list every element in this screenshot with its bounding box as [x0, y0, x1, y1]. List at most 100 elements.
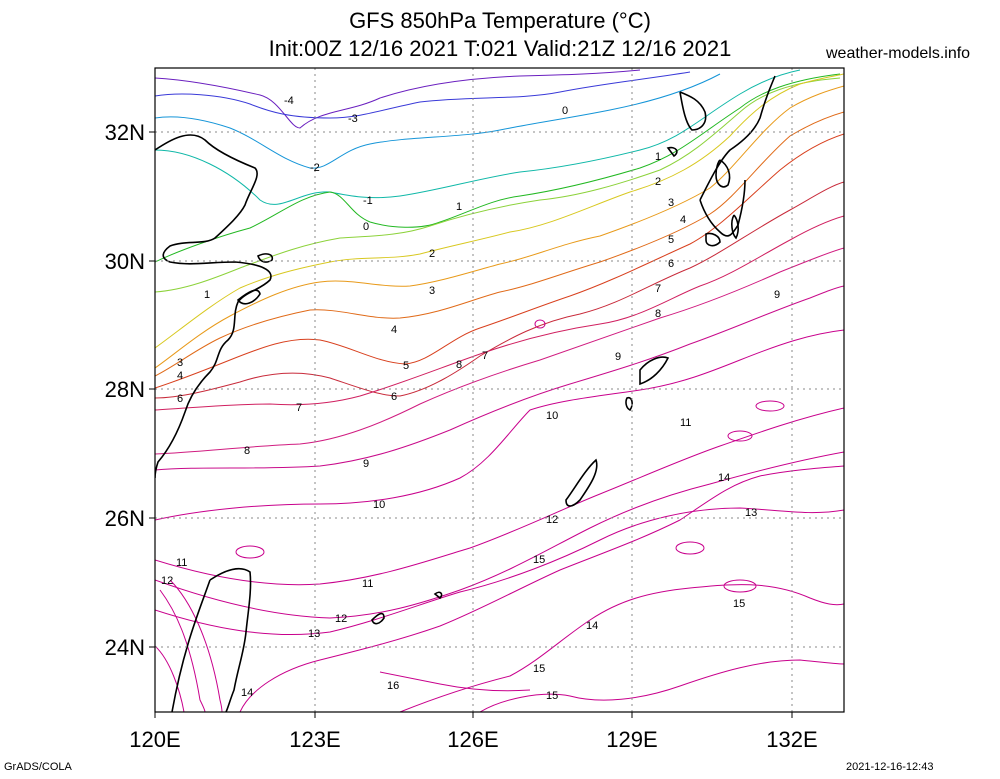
contour-two [155, 73, 844, 349]
coast-japan-south [715, 159, 731, 188]
coast-zhoushan [236, 289, 261, 305]
contour-label: 10 [546, 410, 558, 422]
footer-timestamp: 2021-12-16-12:43 [846, 761, 934, 773]
contour-fourteen [239, 465, 844, 712]
contour-label: 15 [546, 690, 558, 702]
contour-label: 5 [403, 360, 409, 372]
contour-label: 4 [391, 324, 397, 336]
contour-label: 8 [456, 359, 462, 371]
contour-four [155, 111, 844, 377]
contour-label: 14 [586, 620, 598, 632]
contour-minus3 [155, 71, 691, 119]
coast-tanegashima [731, 214, 739, 240]
contour-labels: -4 -3 -2 -1 0 0 1 1 1 2 2 3 3 3 4 4 4 5 … [161, 95, 780, 702]
contour-label: 0 [363, 221, 369, 233]
contour-label: 7 [655, 283, 661, 295]
coast-korea-islands [679, 91, 707, 131]
coast-kyushu [699, 75, 776, 237]
contour-label: 13 [308, 628, 320, 640]
contour-field [155, 69, 844, 712]
contour-three [155, 85, 844, 369]
x-tick-label: 123E [289, 727, 340, 752]
contour-eleven [155, 407, 844, 586]
contour-minus1 [155, 69, 801, 205]
coast-okinoerabu [625, 396, 633, 412]
contour-label: -1 [363, 195, 373, 207]
contour-label: 12 [161, 575, 173, 587]
contour-label: 9 [615, 351, 621, 363]
contour-one [155, 77, 841, 293]
x-tick-label: 129E [606, 727, 657, 752]
contour-label: -3 [348, 113, 358, 125]
contour-thirteen [155, 507, 844, 636]
x-tick-label: 120E [129, 727, 180, 752]
contour-twelve [155, 451, 844, 619]
contour-loop [675, 541, 705, 555]
contour-loop [727, 430, 753, 442]
chart-title: GFS 850hPa Temperature (°C) [349, 8, 651, 33]
coast-shanghai-islands [257, 253, 274, 263]
coast-miyako [371, 612, 385, 625]
contour-label: 1 [456, 201, 462, 213]
contour-label: 8 [655, 308, 661, 320]
contour-label: 5 [668, 234, 674, 246]
contour-warm-c [155, 645, 185, 712]
contour-label: 4 [680, 214, 686, 226]
contour-ten [155, 329, 844, 521]
contour-label: 9 [363, 458, 369, 470]
contour-loop [534, 319, 546, 329]
contour-label: 7 [482, 350, 488, 362]
site-credit: weather-models.info [826, 45, 971, 62]
contour-label: 4 [177, 370, 183, 382]
contour-label: -4 [284, 95, 294, 107]
contour-zero [155, 73, 841, 263]
contour-label: 0 [562, 105, 568, 117]
coast-amami [639, 356, 670, 386]
contour-label: 9 [774, 289, 780, 301]
y-tick-label: 28N [105, 377, 145, 402]
contour-minus4 [155, 69, 641, 129]
contour-eight [155, 247, 844, 455]
contour-label: 10 [373, 499, 385, 511]
contour-five [155, 133, 844, 389]
coast-okinawa [565, 458, 598, 507]
contour-label: 8 [244, 445, 250, 457]
contour-label: 13 [745, 507, 757, 519]
contour-label: 7 [296, 402, 302, 414]
contour-label: 14 [718, 472, 730, 484]
coastlines [155, 75, 776, 712]
contour-warm-a [159, 589, 206, 712]
contour-label: 11 [680, 417, 691, 429]
coast-yakushima [705, 232, 721, 247]
coast-taiwan [171, 568, 252, 712]
contour-label: 1 [655, 151, 661, 163]
contour-label: -2 [310, 162, 320, 174]
contour-label: 1 [204, 289, 210, 301]
contour-loop [235, 545, 265, 559]
grid-lines [155, 68, 844, 712]
y-tick-label: 30N [105, 249, 145, 274]
contour-label: 2 [655, 176, 661, 188]
contour-sixteen [379, 671, 531, 692]
contour-label: 15 [733, 598, 745, 610]
contour-label: 6 [668, 258, 674, 270]
contour-label: 16 [387, 680, 399, 692]
axis-ticks [149, 131, 793, 718]
coast-cheju [666, 146, 678, 158]
contour-fifteen [399, 584, 844, 712]
coast-daito [433, 591, 443, 600]
contour-label: 15 [533, 663, 545, 675]
contour-label: 11 [176, 557, 187, 569]
contour-minus2 [155, 73, 721, 169]
contour-warm-b [169, 579, 223, 712]
contour-label: 15 [533, 554, 545, 566]
x-tick-label: 126E [447, 727, 498, 752]
contour-fifteen-b [479, 659, 844, 712]
contour-nine [155, 285, 844, 471]
coast-china [155, 134, 272, 479]
x-tick-label: 132E [766, 727, 817, 752]
contour-label: 3 [668, 197, 674, 209]
contour-loop [723, 579, 757, 593]
contour-label: 12 [546, 514, 558, 526]
